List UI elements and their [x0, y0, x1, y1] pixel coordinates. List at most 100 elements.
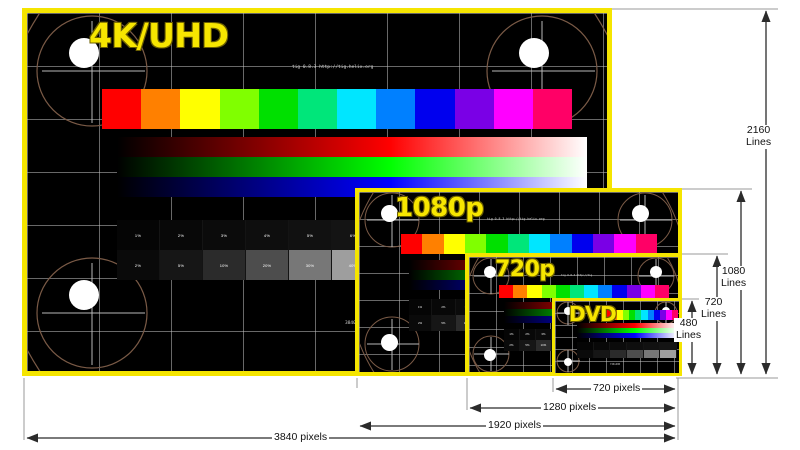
gray-step-swatch	[643, 342, 661, 350]
color-bar-swatch	[598, 285, 613, 298]
color-bar-swatch	[541, 285, 556, 298]
color-bar-swatch	[550, 234, 572, 254]
dimension-label-1920-pixels: 1920 pixels	[486, 419, 544, 432]
color-bar-swatch	[499, 285, 514, 298]
gray-step-swatch: 5%	[432, 315, 456, 331]
gray-step-swatch: 1%	[409, 299, 433, 315]
dimension-label-1280-pixels: 1280 pixels	[541, 401, 599, 414]
color-bar-swatch	[464, 234, 487, 254]
gray-step-swatch	[643, 350, 661, 358]
dimension-unit: Lines	[701, 307, 727, 320]
dimension-unit: Lines	[746, 135, 772, 148]
registration-dot	[484, 349, 496, 361]
dimension-label-720-pixels: 720 pixels	[591, 382, 643, 395]
gray-step-swatch: 10%	[203, 250, 246, 280]
registration-dot	[69, 38, 99, 68]
color-bar-swatch	[493, 89, 533, 129]
registration-dot	[381, 205, 398, 222]
gradient-ramp-red	[577, 323, 677, 328]
color-bar-swatch	[528, 234, 551, 254]
color-bar-swatch	[337, 89, 377, 129]
resolution-text-dvd: 720x480	[610, 363, 621, 366]
gray-step-swatch	[593, 342, 611, 350]
gray-step-swatch: 30%	[289, 250, 332, 280]
color-bar-swatch	[671, 310, 678, 320]
color-bar-swatch	[513, 285, 528, 298]
registration-dot	[564, 358, 572, 366]
dimension-unit: Lines	[721, 276, 747, 289]
color-bar-swatch	[653, 310, 660, 320]
gray-step-swatch: 2%	[117, 250, 160, 280]
gray-step-swatch: 3%	[536, 329, 552, 340]
color-bar-swatch	[584, 285, 599, 298]
gray-step-swatch	[593, 350, 611, 358]
gradient-ramp-green	[117, 157, 587, 177]
gray-step-swatch	[660, 342, 678, 350]
watermark-text-720p: tig 0.8.3 http://tig	[561, 274, 593, 277]
color-bar-swatch	[219, 89, 259, 129]
resolution-label-1080p: 1080p	[395, 193, 484, 223]
gradient-ramp-green	[577, 328, 677, 333]
color-bar-swatch	[640, 285, 655, 298]
color-bar-swatch	[659, 310, 666, 320]
gray-step-swatch	[627, 342, 644, 350]
dimension-unit: Lines	[676, 328, 702, 341]
color-bar-row-4k	[102, 89, 573, 129]
color-bar-swatch	[141, 89, 181, 129]
registration-dot	[632, 205, 649, 222]
color-bar-row-1080p	[401, 234, 657, 254]
color-bar-row-720p	[499, 285, 670, 298]
color-bar-swatch	[454, 89, 494, 129]
color-bar-swatch	[612, 285, 627, 298]
gray-step-row-bottom-dvd	[577, 350, 678, 358]
gray-step-swatch: 4%	[246, 220, 289, 250]
dimension-value: 2160	[746, 124, 771, 136]
color-bar-swatch	[376, 89, 416, 129]
dimension-label-2160-lines: 2160 Lines	[744, 124, 774, 149]
color-bar-swatch	[623, 310, 630, 320]
gray-step-swatch: 10%	[536, 340, 552, 351]
color-bar-swatch	[605, 310, 612, 320]
dimension-label-1080-lines: 1080 Lines	[719, 265, 749, 290]
gray-step-row-top-dvd	[577, 342, 678, 350]
gradient-ramp-blue	[577, 333, 677, 338]
color-bar-swatch	[102, 89, 142, 129]
gray-step-swatch: 2%	[409, 315, 433, 331]
color-bar-swatch	[629, 310, 636, 320]
gray-step-swatch	[660, 350, 678, 358]
gray-step-swatch	[577, 350, 594, 358]
dimension-value: 480	[679, 317, 698, 329]
dimension-label-480-lines: 480 Lines	[674, 317, 704, 342]
dimension-label-720-lines: 720 Lines	[699, 296, 729, 321]
registration-dot	[69, 280, 99, 310]
color-bar-swatch	[532, 89, 573, 129]
gray-step-swatch: 5%	[520, 340, 536, 351]
color-bar-swatch	[592, 234, 615, 254]
gray-step-swatch	[610, 350, 628, 358]
gray-step-row-top-4k: 1% 2% 3% 4% 5% 6%	[117, 220, 375, 250]
gray-step-swatch: 5%	[289, 220, 332, 250]
registration-dot	[484, 266, 496, 278]
color-bar-swatch	[611, 310, 618, 320]
color-bar-swatch	[415, 89, 455, 129]
registration-dot	[564, 307, 572, 315]
gradient-ramp-red	[117, 137, 587, 157]
resolution-label-4k-uhd: 4K/UHD	[89, 16, 229, 55]
color-bar-swatch	[486, 234, 508, 254]
gray-step-swatch	[610, 342, 628, 350]
registration-dot	[381, 334, 398, 351]
gray-step-row-bottom-4k: 2% 5% 10% 20% 30% 40%	[117, 250, 375, 280]
color-bar-swatch	[654, 285, 670, 298]
color-bar-swatch	[507, 234, 529, 254]
color-bar-swatch	[635, 310, 642, 320]
panel-dvd[interactable]: 720x480 DVD	[552, 298, 682, 376]
gray-step-swatch: 20%	[246, 250, 289, 280]
color-bar-swatch	[555, 285, 570, 298]
registration-dot	[650, 266, 662, 278]
resolution-label-dvd: DVD	[569, 302, 617, 326]
gray-step-swatch: 1%	[504, 329, 520, 340]
color-bar-swatch	[647, 310, 654, 320]
color-bar-swatch	[571, 234, 593, 254]
resolution-label-720p: 720p	[495, 257, 555, 282]
